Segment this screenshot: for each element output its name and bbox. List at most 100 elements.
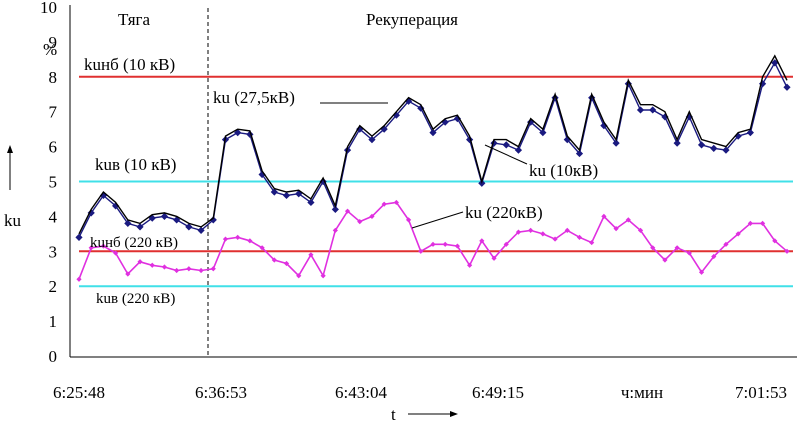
- series-point-2: [589, 239, 595, 246]
- series-point-2: [296, 273, 302, 279]
- callout-ku-27-5kv: ku (27,5кВ): [213, 88, 295, 107]
- series-point-2: [283, 260, 290, 267]
- series-point-1: [380, 125, 388, 133]
- series-point-1: [600, 122, 608, 130]
- reference-lines: [79, 75, 793, 288]
- series-point-1: [649, 106, 657, 114]
- series-point-2: [674, 245, 680, 251]
- series-point-2: [540, 231, 546, 237]
- y-tick-label: 10: [40, 0, 57, 17]
- series-point-2: [515, 229, 522, 235]
- series-point-2: [369, 213, 375, 219]
- series-point-1: [612, 139, 620, 147]
- series-point-2: [698, 269, 705, 275]
- series-point-2: [137, 259, 143, 265]
- series-point-1: [527, 118, 535, 126]
- series-point-2: [650, 245, 656, 251]
- series-point-1: [466, 136, 474, 144]
- y-unit-label: %: [43, 40, 57, 59]
- series-point-1: [539, 129, 547, 137]
- series-point-2: [662, 257, 668, 263]
- callout-leader-10kv: [484, 144, 528, 165]
- series-point-2: [149, 262, 155, 268]
- series-point-2: [125, 271, 131, 277]
- series-point-1: [734, 132, 742, 140]
- series-point-1: [331, 205, 339, 214]
- series-point-2: [576, 234, 583, 240]
- y-tick-label: 8: [49, 68, 58, 87]
- series-point-2: [113, 250, 119, 256]
- series-point-2: [613, 226, 619, 232]
- callout-leader-220kv: [411, 211, 464, 229]
- series-point-1: [429, 129, 437, 137]
- series-line-2: [78, 201, 788, 280]
- series-point-1: [697, 141, 706, 149]
- series-point-2: [430, 241, 436, 247]
- series-point-2: [332, 227, 338, 233]
- x-axis-arrow: [408, 411, 458, 417]
- series-point-2: [772, 238, 778, 244]
- series-point-2: [271, 257, 277, 263]
- series-point-2: [76, 276, 82, 282]
- x-tick-label-3: 6:49:15: [472, 383, 524, 402]
- series-line-1: [78, 61, 788, 238]
- series-point-2: [222, 236, 229, 242]
- y-axis-title: ku: [4, 211, 22, 230]
- series-point-2: [100, 243, 107, 249]
- x-tick-label-4: 7:01:53: [735, 383, 787, 402]
- series-point-1: [673, 139, 681, 147]
- series-point-2: [491, 255, 497, 261]
- callout-ku-220kv: ku (220кВ): [465, 203, 543, 222]
- y-tick-label: 7: [49, 103, 58, 122]
- series-point-1: [746, 129, 754, 137]
- series-point-2: [405, 217, 412, 223]
- series-point-1: [722, 146, 730, 154]
- series-point-1: [575, 149, 584, 158]
- series-point-1: [392, 111, 400, 119]
- series-point-2: [88, 245, 94, 251]
- series-point-2: [235, 234, 241, 240]
- y-tick-labels: 0 1 2 3 4 5 6 7 8 9 10: [40, 0, 58, 366]
- series-point-2: [344, 208, 351, 214]
- label-kuv-10kv: kuв (10 кВ): [95, 155, 176, 174]
- y-tick-label: 0: [49, 347, 58, 366]
- series-point-2: [637, 227, 644, 233]
- series-point-2: [735, 231, 741, 237]
- region-label-recuperation: Рекуперация: [366, 10, 458, 29]
- y-tick-label: 9: [49, 33, 58, 52]
- series-point-2: [186, 266, 192, 272]
- series-point-1: [710, 144, 718, 152]
- series-point-2: [723, 241, 729, 247]
- series-point-1: [441, 118, 449, 126]
- series-point-1: [282, 191, 291, 200]
- series-point-1: [417, 104, 425, 112]
- y-axis-arrow: [7, 145, 13, 190]
- x-tick-label-0: 6:25:48: [53, 383, 105, 402]
- series-point-2: [418, 248, 424, 254]
- series-point-1: [307, 198, 315, 207]
- series-point-2: [711, 253, 717, 260]
- series-point-2: [174, 267, 180, 274]
- series-point-1: [636, 106, 645, 114]
- y-tick-label: 3: [49, 242, 58, 261]
- series-point-1: [783, 83, 791, 91]
- series-point-1: [404, 97, 413, 105]
- y-tick-label: 2: [49, 277, 58, 296]
- series-point-2: [210, 266, 216, 272]
- series-point-1: [771, 59, 779, 67]
- series-point-2: [747, 220, 753, 226]
- series-point-2: [528, 227, 534, 233]
- series-point-2: [552, 236, 558, 242]
- series-point-2: [625, 217, 631, 223]
- series-point-2: [247, 238, 253, 244]
- callout-ku-10kv: ku (10кВ): [529, 161, 598, 180]
- x-unit-label: ч:мин: [621, 383, 663, 402]
- series-point-1: [136, 223, 144, 231]
- region-label-traction: Тяга: [118, 10, 151, 29]
- series-point-1: [75, 233, 83, 241]
- y-tick-label: 6: [49, 138, 58, 157]
- series-point-1: [453, 115, 462, 123]
- series-point-2: [467, 262, 473, 268]
- series-point-1: [160, 212, 169, 220]
